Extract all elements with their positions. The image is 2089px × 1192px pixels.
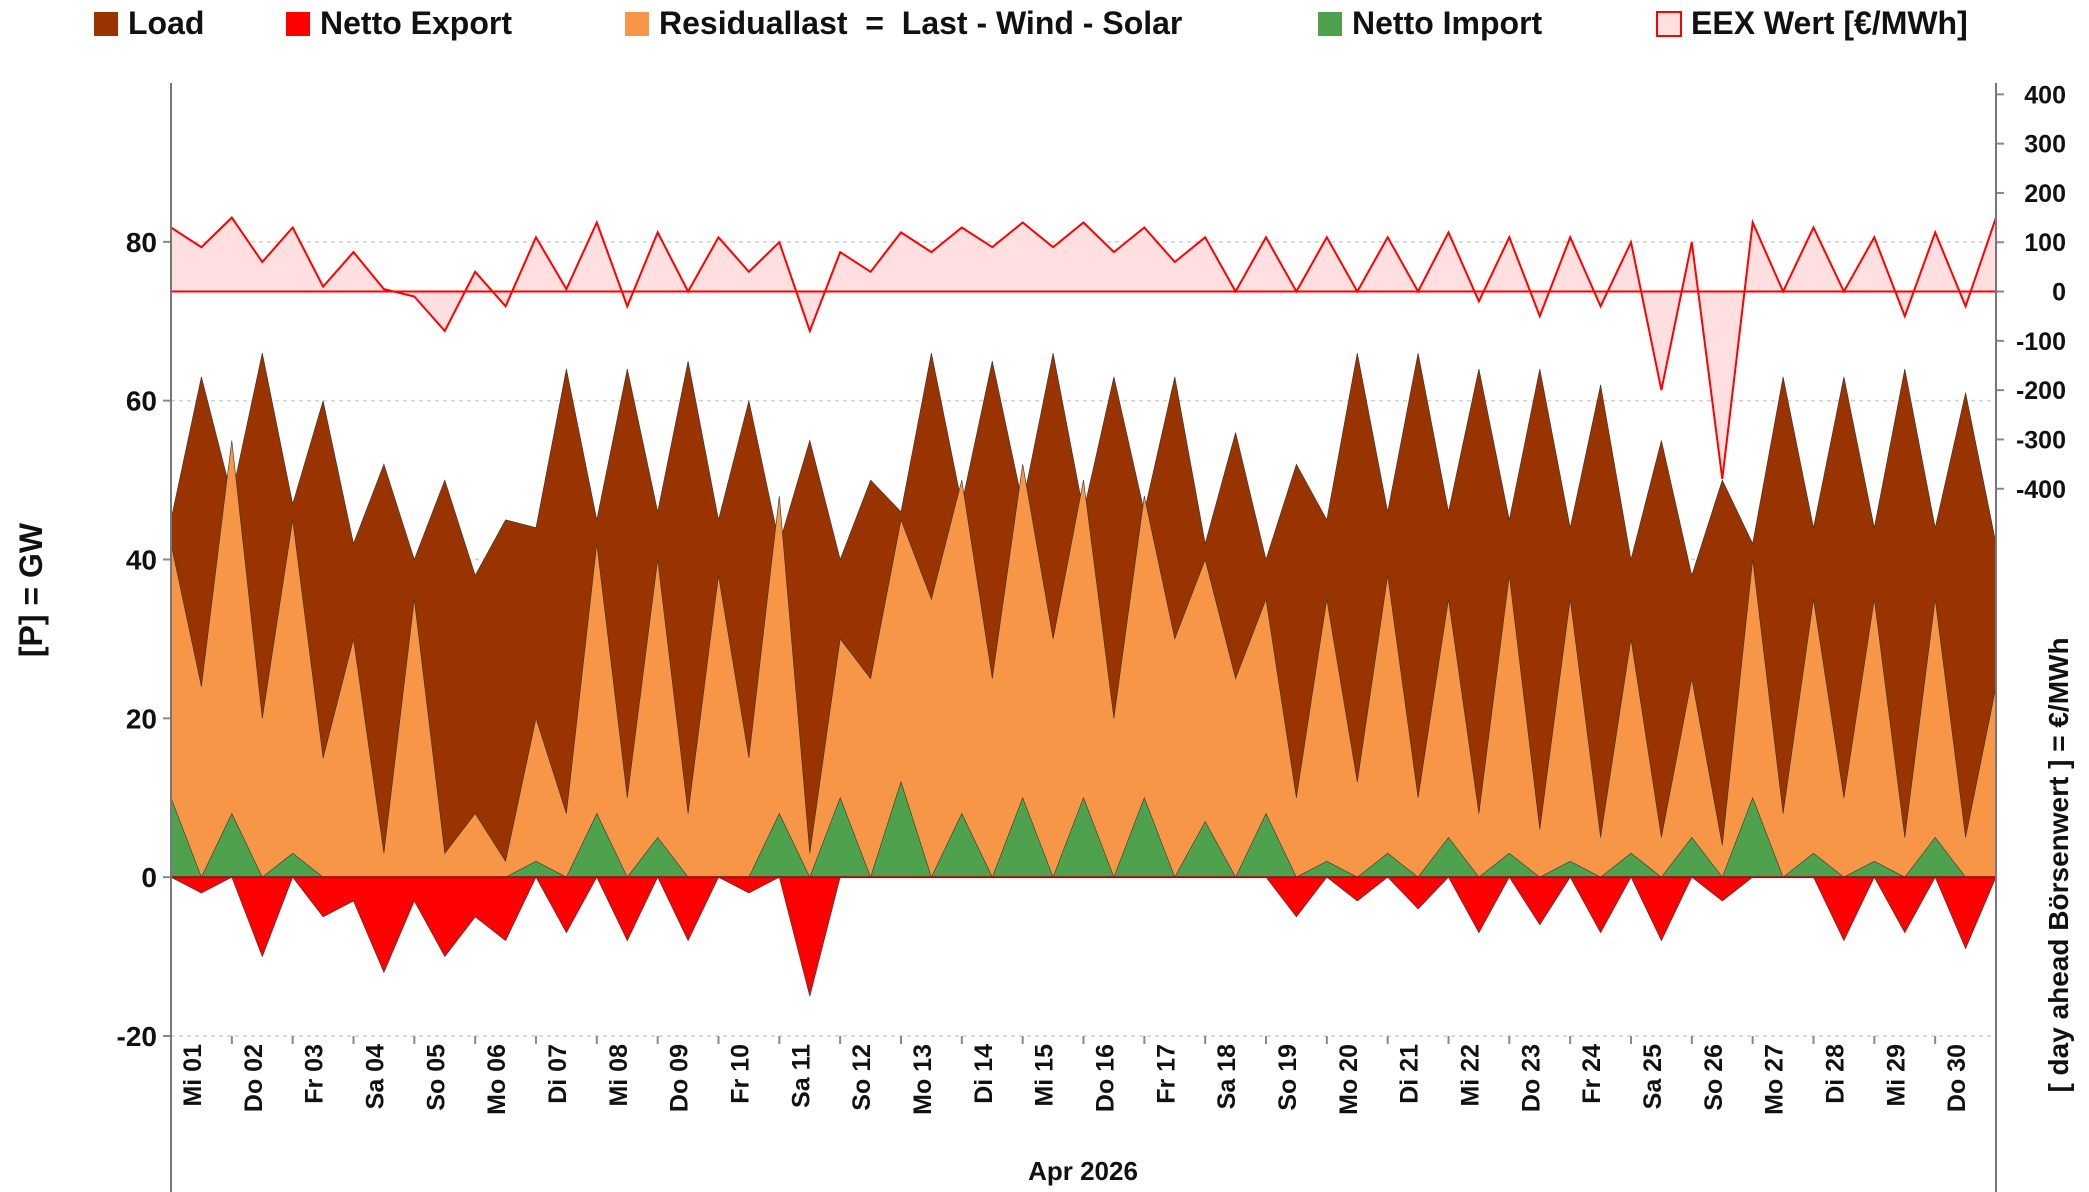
legend-label: Netto Import [1352, 5, 1543, 41]
x-tick-label: Mo 27 [1761, 1044, 1789, 1115]
y-tick-label: 60 [126, 386, 157, 417]
legend-swatch [1318, 12, 1342, 36]
x-tick-label: Do 16 [1092, 1044, 1120, 1112]
legend-label: Load [128, 5, 204, 41]
area [170, 440, 1997, 878]
x-tick-label: Fr 17 [1152, 1044, 1180, 1104]
x-tick-label: Di 07 [544, 1044, 572, 1104]
x-tick-label: Mi 08 [605, 1044, 633, 1107]
x-tick-label: Fr 10 [727, 1044, 755, 1104]
x-tick-label: Mi 01 [179, 1044, 207, 1107]
x-tick-label: Mi 29 [1882, 1044, 1910, 1107]
x-tick-label: Di 28 [1822, 1044, 1850, 1104]
legend-label: Netto Export [320, 5, 512, 41]
x-tick-label: Mo 06 [483, 1044, 511, 1115]
price-line [170, 216, 1997, 480]
y-tick-label: 0 [141, 862, 157, 893]
y2-axis-label: [ day ahead Börsenwert ] = €/MWh [2043, 637, 2074, 1092]
x-tick-label: Mi 22 [1457, 1044, 1485, 1107]
y-tick-label: 20 [126, 703, 157, 734]
y-axis-label: [P] = GW [13, 522, 49, 657]
x-tick-label: Di 14 [970, 1044, 998, 1104]
y2-tick-label: 400 [2024, 81, 2066, 109]
area [171, 217, 1996, 479]
y2-tick-label: -100 [2016, 328, 2066, 356]
legend-swatch [286, 12, 310, 36]
x-tick-label: Fr 03 [301, 1044, 329, 1104]
x-tick-label: Do 30 [1943, 1044, 1971, 1112]
x-tick-label: So 12 [848, 1044, 876, 1111]
x-tick-label: Sa 18 [1213, 1044, 1241, 1109]
x-tick-label: So 05 [422, 1044, 450, 1111]
x-tick-label: Sa 04 [362, 1044, 390, 1109]
x-tick-label: Di 21 [1396, 1044, 1424, 1104]
y-tick-label: 40 [126, 545, 157, 576]
y2-tick-label: -300 [2016, 426, 2066, 454]
x-tick-label: So 26 [1700, 1044, 1728, 1111]
y-tick-label: -20 [117, 1021, 157, 1052]
y2-tick-label: 0 [2052, 279, 2066, 307]
y2-tick-label: 300 [2024, 131, 2066, 159]
y2-tick-label: 200 [2024, 180, 2066, 208]
x-axis-label: Apr 2026 [1028, 1156, 1138, 1186]
y2-tick-label: -200 [2016, 377, 2066, 405]
y2-tick-label: -400 [2016, 476, 2066, 504]
x-tick-label: Mi 15 [1031, 1044, 1059, 1107]
x-tick-label: Sa 25 [1639, 1044, 1667, 1109]
x-tick-label: Fr 24 [1578, 1044, 1606, 1104]
x-tick-label: Sa 11 [787, 1044, 815, 1108]
legend-label: EEX Wert [€/MWh] [1691, 5, 1968, 41]
x-tick-label: Mo 13 [909, 1044, 937, 1115]
y2-tick-label: 100 [2024, 229, 2066, 257]
y-tick-label: 80 [126, 227, 157, 258]
x-tick-label: Do 02 [240, 1044, 268, 1112]
legend-swatch [625, 12, 649, 36]
x-tick-label: Do 09 [666, 1044, 694, 1112]
x-tick-label: Do 23 [1517, 1044, 1545, 1112]
x-tick-label: Mo 20 [1335, 1044, 1363, 1115]
legend-label: Residuallast = Last - Wind - Solar [659, 5, 1182, 41]
legend-swatch [94, 12, 118, 36]
legend-swatch [1656, 11, 1682, 37]
area [170, 876, 1997, 997]
x-tick-label: So 19 [1274, 1044, 1302, 1111]
